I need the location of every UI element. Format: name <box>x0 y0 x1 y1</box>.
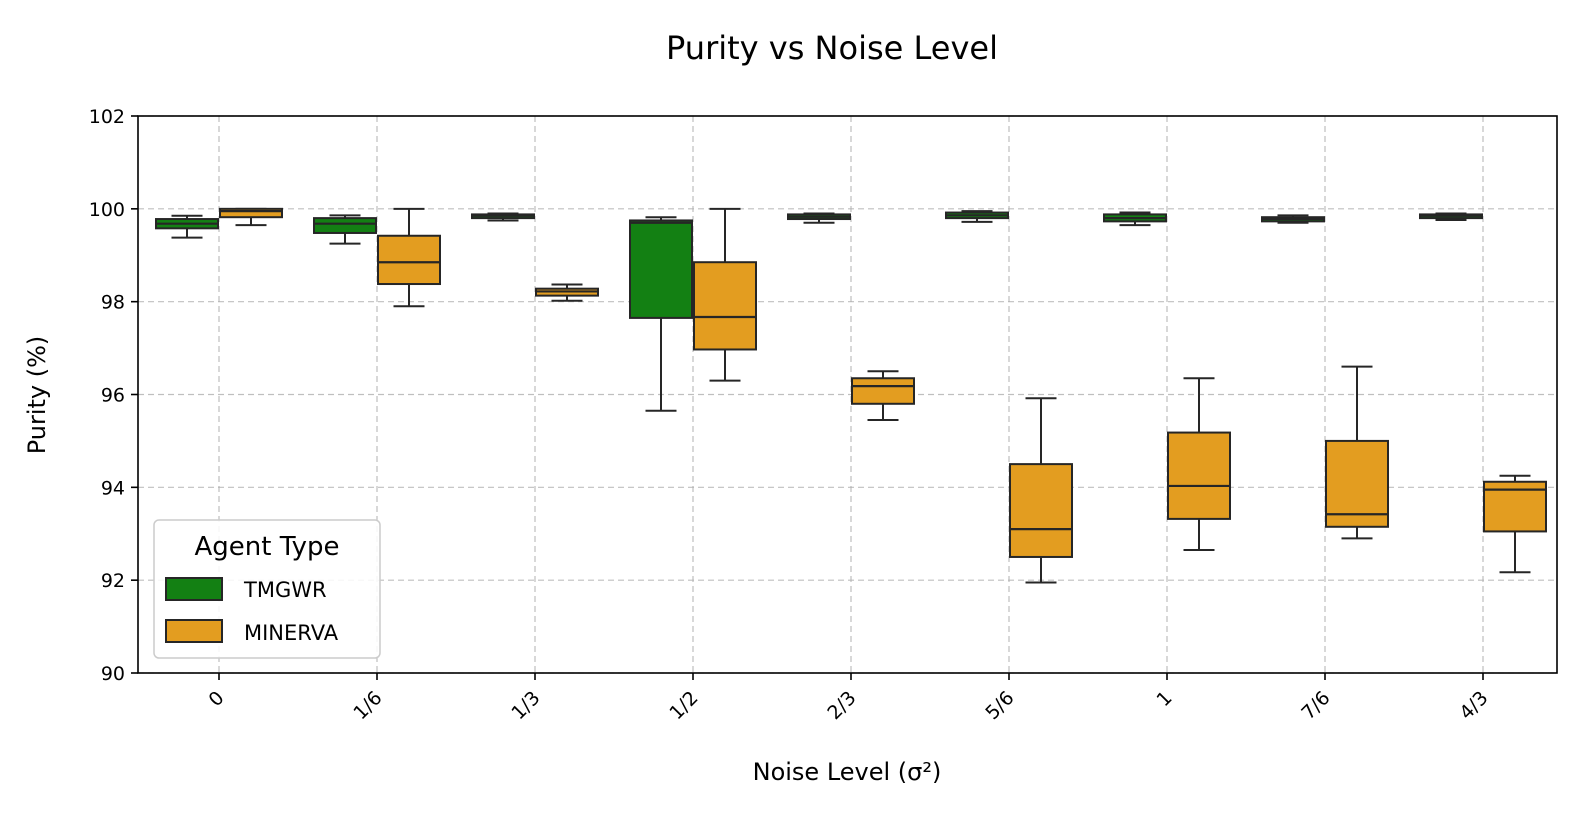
y-tick-label: 98 <box>101 292 125 314</box>
box-minerva-4 <box>851 370 915 422</box>
box-minerva-6 <box>1167 377 1231 551</box>
x-tick-label: 7/6 <box>1297 687 1334 724</box>
y-tick-label: 92 <box>101 570 125 592</box>
box-tmgwr-4 <box>787 212 851 224</box>
y-tick-label: 96 <box>101 385 125 407</box>
y-tick-label: 94 <box>101 477 125 499</box>
y-tick-label: 90 <box>101 663 125 685</box>
x-tick-label: 1/6 <box>349 687 386 724</box>
box-body <box>377 234 441 286</box>
legend-title: Agent Type <box>195 532 340 562</box>
legend-swatch-tmgwr <box>165 577 223 601</box>
x-tick-label: 1/3 <box>507 687 544 724</box>
box-minerva-2 <box>535 283 599 302</box>
box-tmgwr-5 <box>945 210 1009 223</box>
box-body <box>629 219 693 319</box>
legend-swatch-minerva <box>165 619 223 643</box>
box-tmgwr-2 <box>471 212 535 222</box>
x-tick-label: 2/3 <box>823 687 860 724</box>
box-body <box>693 261 757 351</box>
data-layer <box>155 207 1547 584</box>
box-minerva-3 <box>693 207 757 382</box>
box-minerva-8 <box>1483 474 1547 574</box>
box-minerva-7 <box>1325 365 1389 540</box>
x-tick-label: 1 <box>1152 687 1176 711</box>
box-minerva-5 <box>1009 397 1073 584</box>
box-tmgwr-6 <box>1103 211 1167 227</box>
box-tmgwr-0 <box>155 214 219 239</box>
box-tmgwr-3 <box>629 216 693 412</box>
x-tick-label: 4/3 <box>1455 687 1492 724</box>
x-axis-label: Noise Level (σ²) <box>753 758 942 786</box>
box-body <box>851 377 915 405</box>
box-minerva-1 <box>377 207 441 308</box>
box-tmgwr-1 <box>313 214 377 245</box>
x-tick-label: 5/6 <box>981 687 1018 724</box>
y-axis-label: Purity (%) <box>23 336 51 455</box>
legend: Agent Type TMGWR MINERVA <box>153 519 381 659</box>
box-body <box>1325 439 1389 528</box>
y-tick-label: 102 <box>89 106 125 128</box>
legend-label-tmgwr: TMGWR <box>243 578 327 602</box>
box-body <box>313 217 377 234</box>
y-tick-label: 100 <box>89 199 125 221</box>
x-tick-label: 1/2 <box>665 687 702 724</box>
chart-title: Purity vs Noise Level <box>666 29 998 67</box>
box-tmgwr-7 <box>1261 214 1325 224</box>
box-body <box>219 207 283 219</box>
box-body <box>1167 431 1231 520</box>
box-tmgwr-8 <box>1419 212 1483 221</box>
box-body <box>1009 463 1073 558</box>
x-tick-label: 0 <box>204 687 228 711</box>
box-minerva-0 <box>219 207 283 227</box>
legend-label-minerva: MINERVA <box>244 621 339 645</box>
